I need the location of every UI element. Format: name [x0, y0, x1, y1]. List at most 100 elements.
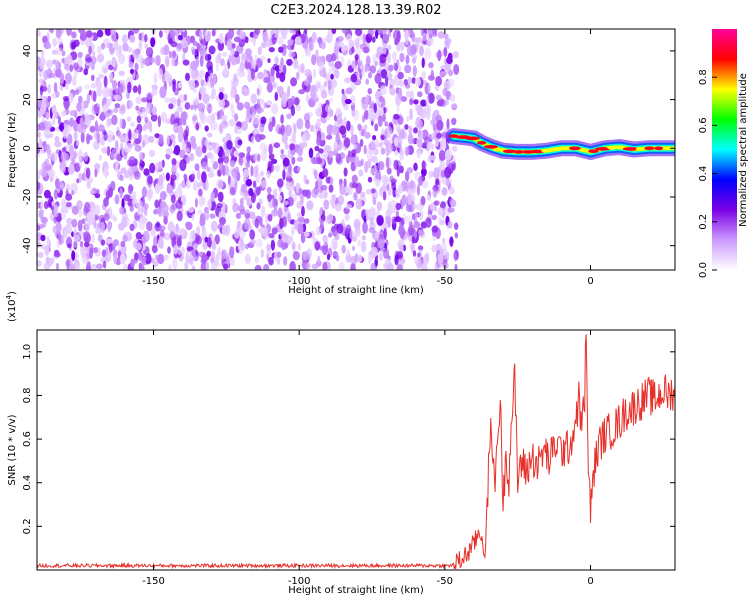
noise-speckle-dot [275, 124, 282, 134]
noise-speckle-dot [431, 214, 437, 221]
noise-speckle-dot [451, 103, 458, 109]
snr-multiplier-base: (x10 [7, 299, 18, 322]
noise-speckle-dot [268, 121, 273, 132]
noise-speckle-dot [45, 121, 52, 130]
noise-speckle-dot [441, 241, 448, 251]
noise-speckle-dot [201, 171, 207, 184]
noise-speckle-dot [69, 117, 74, 127]
noise-speckle-dot [354, 48, 362, 55]
noise-speckle-dot [225, 252, 231, 265]
noise-speckle-dot [406, 167, 414, 174]
signal-peak [559, 146, 572, 151]
noise-speckle-dot [349, 230, 355, 240]
noise-speckle-dot [59, 167, 66, 174]
noise-speckle-dot [443, 47, 448, 57]
noise-speckle-dot [198, 188, 203, 197]
noise-speckle-dot [144, 34, 148, 43]
noise-speckle-dot [208, 45, 216, 55]
noise-speckle-dot [207, 75, 212, 88]
noise-speckle-dot [139, 159, 145, 171]
noise-speckle-dot [134, 252, 139, 261]
noise-speckle-dot [223, 156, 230, 164]
noise-speckle-dot [385, 142, 393, 154]
noise-speckle-dot [369, 217, 374, 226]
signal-peak [568, 146, 581, 151]
noise-speckle-dot [102, 260, 107, 269]
noise-speckle-dot [389, 29, 393, 33]
noise-speckle-dot [277, 207, 283, 219]
noise-speckle-dot [320, 42, 326, 50]
noise-speckle-dot [276, 257, 281, 265]
noise-speckle-dot [362, 221, 368, 234]
noise-speckle-dot [417, 229, 425, 236]
noise-speckle-dot [292, 251, 300, 261]
spectrogram-x-axis: -150 -100 -50 0 [142, 29, 594, 287]
noise-speckle-dot [393, 136, 399, 147]
noise-speckle-dot [73, 234, 80, 242]
noise-speckle-dot [180, 40, 188, 49]
x-tick-label: -100 [288, 276, 311, 287]
noise-speckle-dot [109, 72, 114, 81]
noise-speckle-dot [280, 124, 285, 136]
noise-speckle-dot [37, 190, 42, 197]
noise-speckle-dot [268, 47, 275, 53]
noise-speckle-dot [245, 178, 253, 187]
noise-speckle-dot [207, 30, 211, 42]
noise-speckle-dot [117, 83, 124, 95]
noise-speckle-dot [186, 155, 191, 164]
noise-speckle-dot [427, 36, 434, 46]
noise-speckle-dot [104, 29, 112, 36]
noise-speckle-dot [153, 235, 158, 247]
noise-speckle-dot [412, 204, 418, 210]
noise-speckle-dot [401, 258, 406, 264]
noise-speckle-dot [211, 142, 217, 149]
noise-speckle-dot [382, 113, 386, 123]
noise-speckle-dot [98, 73, 105, 80]
noise-speckle-dot [250, 93, 257, 104]
colorbar-tick-label: 0.0 [698, 262, 709, 278]
noise-speckle-dot [326, 134, 333, 140]
signal-peak [644, 146, 655, 151]
noise-speckle-dot [52, 225, 59, 234]
noise-speckle-dot [329, 32, 333, 42]
noise-speckle-dot [435, 75, 442, 87]
noise-speckle-dot [46, 143, 51, 156]
noise-speckle-dot [121, 34, 128, 45]
noise-speckle-dot [252, 180, 257, 188]
noise-speckle-dot [80, 131, 85, 143]
noise-speckle-dot [366, 63, 371, 72]
noise-speckle-dot [111, 148, 118, 160]
noise-speckle-dot [216, 202, 223, 209]
noise-speckle-dot [279, 217, 284, 230]
noise-speckle-dot [43, 69, 48, 81]
noise-speckle-dot [332, 251, 339, 257]
noise-speckle-dot [448, 69, 453, 77]
noise-speckle-dot [428, 155, 436, 161]
noise-speckle-dot [66, 29, 72, 36]
noise-speckle-dot [256, 88, 260, 96]
noise-speckle-dot [268, 256, 274, 266]
noise-speckle-dot [426, 194, 431, 201]
noise-speckle-dot [152, 106, 157, 116]
noise-speckle-dot [201, 225, 206, 233]
noise-speckle-dot [168, 264, 172, 270]
noise-speckle-dot [37, 56, 41, 66]
noise-speckle-dot [318, 192, 326, 199]
y-tick-label: 0.4 [22, 475, 33, 491]
noise-speckle-dot [296, 156, 304, 162]
noise-speckle-dot [378, 142, 384, 148]
noise-speckle-dot [158, 134, 164, 145]
noise-speckle-dot [393, 113, 400, 120]
noise-speckle-dot [250, 135, 255, 144]
noise-speckle-dot [37, 241, 41, 248]
noise-speckle-dot [168, 50, 172, 59]
noise-speckle-dot [343, 167, 348, 177]
noise-speckle-dot [346, 120, 351, 132]
noise-speckle-dot [320, 132, 326, 141]
noise-speckle-dot [123, 263, 128, 270]
noise-speckle-dot [170, 194, 176, 204]
noise-speckle-dot [193, 243, 198, 250]
noise-speckle-dot [235, 93, 240, 104]
noise-speckle-dot [256, 71, 264, 80]
noise-speckle-dot [214, 234, 220, 245]
